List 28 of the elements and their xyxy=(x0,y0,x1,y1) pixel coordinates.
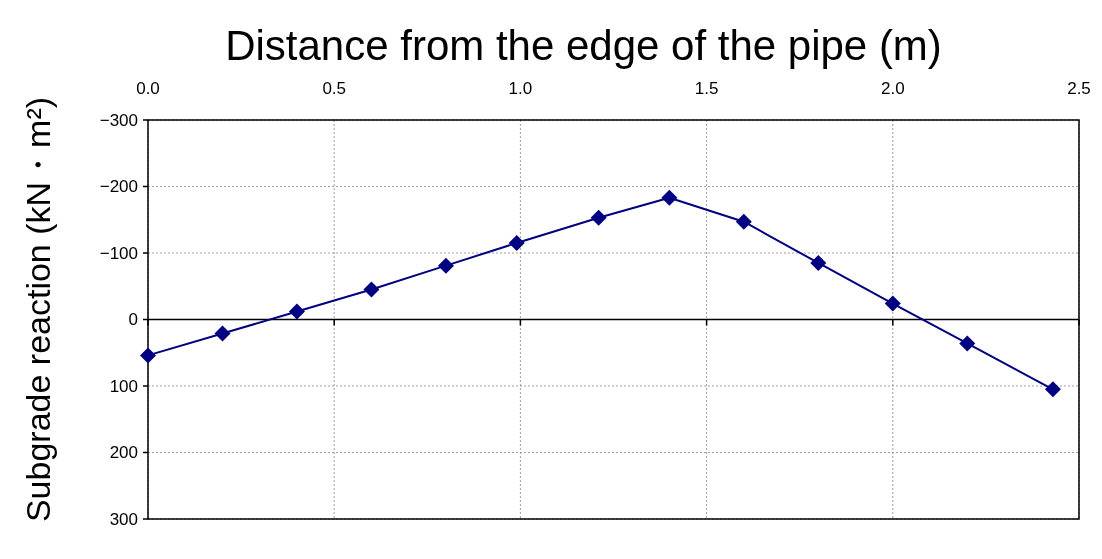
point xyxy=(437,257,454,274)
y-tick-label: 100 xyxy=(109,376,138,396)
x-tick-label: 2.0 xyxy=(880,79,905,98)
point xyxy=(214,325,231,342)
point xyxy=(959,335,976,352)
x-tick-label: 0.0 xyxy=(136,79,160,98)
point xyxy=(735,213,752,230)
y-tick-label: 200 xyxy=(109,443,138,463)
x-tick-label: 2.5 xyxy=(1067,79,1091,98)
y-tick-label: 300 xyxy=(109,509,138,529)
point xyxy=(1044,381,1061,398)
point xyxy=(884,295,901,312)
point xyxy=(508,235,525,252)
x-tick-label: 1.5 xyxy=(694,79,719,98)
point xyxy=(363,281,380,298)
point xyxy=(810,254,827,271)
y-tick-label: −300 xyxy=(99,110,138,130)
point xyxy=(288,303,305,320)
x-tick-label: 1.0 xyxy=(508,79,533,98)
x-tick-label: 0.5 xyxy=(322,79,347,98)
x-axis-title: Distance from the edge of the pipe (m) xyxy=(225,22,942,69)
y-axis-title: Subgrade reaction (kN・m²) xyxy=(19,96,57,523)
point xyxy=(140,347,156,364)
y-tick-label: 0 xyxy=(128,310,138,330)
y-tick-label: −200 xyxy=(99,177,138,197)
point xyxy=(590,209,607,226)
point xyxy=(661,189,678,206)
y-tick-label: −100 xyxy=(99,243,138,263)
